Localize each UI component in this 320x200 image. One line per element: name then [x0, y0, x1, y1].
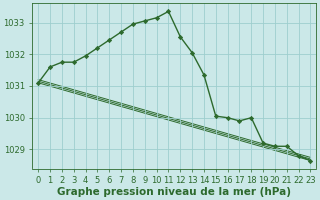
X-axis label: Graphe pression niveau de la mer (hPa): Graphe pression niveau de la mer (hPa): [57, 187, 292, 197]
